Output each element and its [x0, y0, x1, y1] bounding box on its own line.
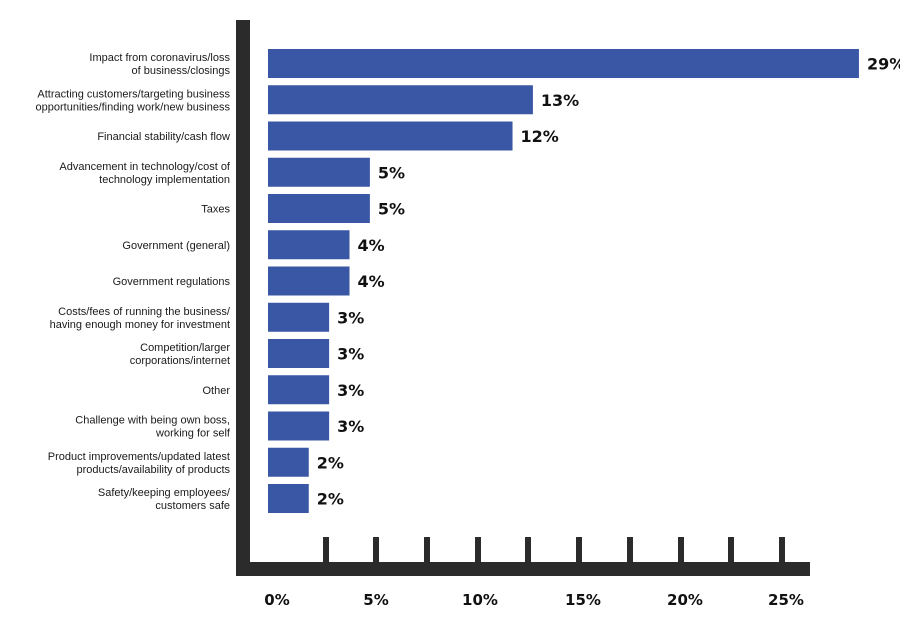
bar	[268, 375, 330, 405]
category-label: Costs/fees of running the business/havin…	[50, 306, 231, 331]
category-label: Financial stability/cash flow	[97, 131, 230, 143]
category-label: Attracting customers/targeting business o…	[36, 88, 231, 113]
x-tick-label: 15%	[565, 591, 601, 609]
category-label: Government (general)	[122, 240, 230, 252]
category-label: Government regulations	[113, 276, 231, 288]
x-tick-label: 10%	[462, 591, 498, 609]
value-label: 5%	[378, 163, 405, 182]
bar	[268, 447, 309, 477]
bar	[268, 302, 330, 332]
x-tick-mark	[678, 537, 684, 563]
category-label: Advancement in technology/cost of technol…	[59, 161, 231, 186]
labels-layer: 0% 5% 10% 15% 20% 25% 29% Impact from coronavir…	[36, 52, 900, 609]
x-tick-label: 20%	[667, 591, 703, 609]
value-label: 2%	[317, 453, 344, 472]
x-tick-mark	[424, 537, 430, 563]
x-tick-mark	[728, 537, 734, 563]
value-label: 2%	[317, 490, 344, 509]
category-label: Product improvements/updated latest produ…	[48, 451, 231, 476]
bar	[268, 230, 350, 260]
bar	[268, 121, 513, 151]
bar	[268, 157, 370, 187]
value-label: 3%	[337, 417, 364, 436]
bar	[268, 484, 309, 513]
x-tick-mark	[576, 537, 582, 563]
x-tick-mark	[779, 537, 785, 563]
value-label: 3%	[337, 381, 364, 400]
x-tick-mark	[373, 537, 379, 563]
value-label: 4%	[358, 272, 385, 291]
x-tick-mark	[627, 537, 633, 563]
value-label: 12%	[521, 127, 559, 146]
bars-layer	[268, 49, 859, 513]
value-label: 3%	[337, 345, 364, 364]
y-axis-line	[236, 20, 250, 576]
x-tick-label: 5%	[363, 591, 388, 609]
category-label: Safety/keeping employees/customers safe	[98, 487, 231, 512]
category-label: Other	[202, 385, 230, 397]
value-label: 4%	[358, 236, 385, 255]
x-tick-mark	[323, 537, 329, 563]
category-label: Challenge with being own boss, working fo…	[75, 415, 231, 440]
x-tick-label: 25%	[768, 591, 804, 609]
x-tick-mark	[475, 537, 481, 563]
bar	[268, 49, 859, 78]
value-label: 5%	[378, 200, 405, 219]
bar	[268, 266, 350, 296]
x-tick-label: 0%	[264, 591, 289, 609]
bar	[268, 85, 533, 115]
value-label: 29%	[867, 55, 900, 74]
category-label: Impact from coronavirus/loss of business/…	[89, 52, 230, 77]
value-label: 3%	[337, 308, 364, 327]
category-label: Taxes	[201, 204, 230, 216]
x-tick-mark	[525, 537, 531, 563]
bar	[268, 339, 330, 368]
axis-layer	[236, 20, 810, 576]
category-label: Competition/larger corporations/internet	[130, 342, 231, 367]
value-label: 13%	[541, 91, 579, 110]
x-axis-line	[236, 562, 810, 576]
bar	[268, 194, 370, 223]
bar	[268, 411, 330, 441]
